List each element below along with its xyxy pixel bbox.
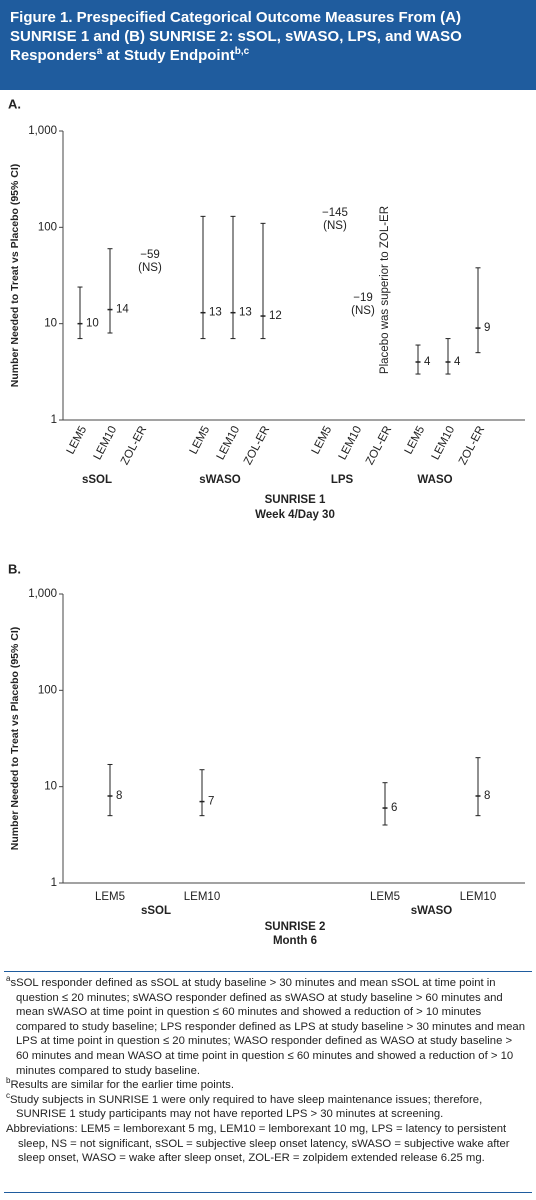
annotation-note: (NS) <box>138 262 162 274</box>
value-label: 10 <box>86 318 99 330</box>
x-axis-title: Week 4/Day 30 <box>255 509 335 521</box>
x-axis-title: SUNRISE 1 <box>265 494 326 506</box>
y-tick-label: 1 <box>51 414 57 426</box>
footnote-text: sSOL responder defined as sSOL at study … <box>10 977 525 1077</box>
x-tick-label: LEM10 <box>430 424 458 462</box>
x-tick-label: LEM10 <box>92 424 120 462</box>
y-axis-label: Number Needed to Treat vs Placebo (95% C… <box>9 627 21 850</box>
value-label: 8 <box>484 790 490 802</box>
panel-label: B. <box>8 561 21 576</box>
y-tick-label: 1,000 <box>28 125 57 137</box>
y-tick-label: 1 <box>51 877 57 889</box>
annotation: Placebo was superior to ZOL-ER <box>379 206 391 374</box>
x-axis-title: Month 6 <box>273 935 317 947</box>
group-label: sWASO <box>411 905 453 917</box>
x-tick-label: LEM10 <box>337 424 365 462</box>
y-tick-label: 10 <box>44 318 57 330</box>
y-tick-label: 100 <box>38 684 57 696</box>
title-sup: b,c <box>234 46 250 57</box>
x-tick-label: LEM5 <box>403 424 428 456</box>
value-label: 4 <box>424 356 431 368</box>
title-sup: a <box>96 46 103 57</box>
value-label: 7 <box>208 796 214 808</box>
value-label: 6 <box>391 802 397 814</box>
group-label: sWASO <box>199 474 241 486</box>
footnote-marker: b <box>6 1076 11 1086</box>
annotation: −145 <box>322 207 348 219</box>
footnote: asSOL responder defined as sSOL at study… <box>6 974 526 1078</box>
value-label: 4 <box>454 356 461 368</box>
x-tick-label: LEM5 <box>95 891 125 903</box>
x-tick-label: ZOL-ER <box>242 424 272 467</box>
figure-title: Figure 1. Prespecified Categorical Outco… <box>0 0 536 90</box>
x-tick-label: ZOL-ER <box>364 424 394 467</box>
value-label: 8 <box>116 790 122 802</box>
x-tick-label: LEM5 <box>188 424 213 456</box>
x-tick-label: ZOL-ER <box>119 424 149 467</box>
title-text: at Study Endpoint <box>106 47 235 64</box>
footnote: bResults are similar for the earlier tim… <box>6 1076 526 1093</box>
x-tick-label: LEM5 <box>65 424 90 456</box>
rule <box>4 971 532 972</box>
annotation: −19 <box>353 292 373 304</box>
value-label: 12 <box>269 310 282 322</box>
x-tick-label: ZOL-ER <box>457 424 487 467</box>
x-tick-label: LEM5 <box>310 424 335 456</box>
panel-label: A. <box>8 96 21 111</box>
value-label: 13 <box>239 307 252 319</box>
group-label: sSOL <box>82 474 112 486</box>
x-tick-label: LEM10 <box>215 424 243 462</box>
value-label: 9 <box>484 322 490 334</box>
group-label: WASO <box>417 474 452 486</box>
footnote: cStudy subjects in SUNRISE 1 were only r… <box>6 1090 526 1122</box>
footnote-text: Study subjects in SUNRISE 1 were only re… <box>10 1093 483 1121</box>
x-tick-label: LEM10 <box>184 891 220 903</box>
x-tick-label: LEM10 <box>460 891 496 903</box>
annotation: −59 <box>140 249 160 261</box>
annotation-note: (NS) <box>323 220 347 232</box>
annotation-note: (NS) <box>351 305 375 317</box>
abbreviations: Abbreviations: LEM5 = lemborexant 5 mg, … <box>6 1122 510 1165</box>
y-tick-label: 100 <box>38 221 57 233</box>
value-label: 13 <box>209 307 222 319</box>
rule <box>4 1192 532 1193</box>
y-tick-label: 1,000 <box>28 588 57 600</box>
y-axis-label: Number Needed to Treat vs Placebo (95% C… <box>9 164 21 387</box>
group-label: LPS <box>331 474 354 486</box>
group-label: sSOL <box>141 905 171 917</box>
x-axis-title: SUNRISE 2 <box>265 921 326 933</box>
y-tick-label: 10 <box>44 781 57 793</box>
footnote-marker: a <box>6 974 11 984</box>
charts: A. Number Needed to Treat vs Placebo (95%… <box>8 96 525 947</box>
footnotes: asSOL responder defined as sSOL at study… <box>6 974 526 1166</box>
x-tick-label: LEM5 <box>370 891 400 903</box>
footnote-text: Results are similar for the earlier time… <box>10 1079 234 1092</box>
value-label: 14 <box>116 304 129 316</box>
footnote-marker: c <box>6 1090 10 1100</box>
title-text: Figure 1. Prespecified Categorical Outco… <box>10 9 462 64</box>
